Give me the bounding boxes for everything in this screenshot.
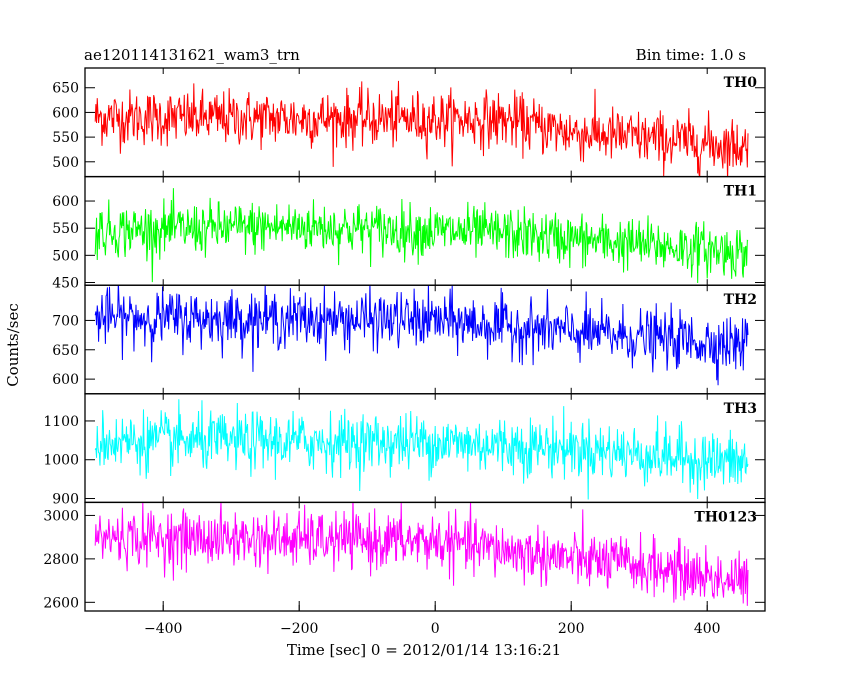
panel-frame [84,393,766,504]
panel-label: TH2 [724,292,757,308]
series-line-th1 [94,188,749,283]
x-axis-label: Time [sec] 0 = 2012/01/14 13:16:21 [287,641,561,659]
y-tick-label: 500 [52,155,79,171]
panel-th3: 900 1000 1100 TH3 [43,393,766,508]
x-axis: −400 −200 0 200 400 [144,601,721,637]
y-tick-label: 1000 [43,453,79,469]
y-tick-label: 600 [52,372,79,388]
chart-title: ae120114131621_wam3_trn [84,46,300,64]
panel-th2: 600 650 700 TH2 [52,284,766,395]
panel-label: TH0123 [694,509,757,525]
series-line-th0 [94,80,749,177]
panel-th0123: 2600 2800 3000 TH0123 [43,501,766,612]
y-tick-label: 550 [52,221,79,237]
y-tick-label: 600 [52,105,79,121]
series-line-th3 [94,399,749,500]
panel-label: TH1 [724,184,757,200]
panel-frame [84,501,766,612]
x-tick-label: −400 [144,621,182,637]
series-line-th2 [94,285,749,386]
y-tick-label: 450 [52,275,79,291]
bin-time-label: Bin time: 1.0 s [636,46,746,64]
x-tick-label: 0 [431,621,440,637]
panel-label: TH0 [724,75,758,91]
y-tick-label: 650 [52,81,79,97]
panel-label: TH3 [724,401,757,417]
y-tick-label: 2800 [43,552,79,568]
x-tick-label: −200 [280,621,318,637]
y-tick-label: 3000 [43,508,79,524]
panels-group: 500 550 600 650 TH0 450 500 550 600 TH1 600 650 700 T… [43,67,766,612]
y-tick-label: 1100 [43,414,79,430]
y-tick-label: 550 [52,130,79,146]
x-tick-label: 200 [558,621,585,637]
y-tick-label: 600 [52,194,79,210]
y-tick-label: 650 [52,343,79,359]
y-axis-label: Counts/sec [4,303,22,387]
panel-th0: 500 550 600 650 TH0 [52,67,766,178]
series-line-th0123 [94,502,749,606]
y-tick-label: 2600 [43,595,79,611]
x-tick-label: 400 [694,621,721,637]
y-tick-label: 900 [52,492,79,508]
y-tick-label: 500 [52,248,79,264]
panel-th1: 450 500 550 600 TH1 [52,175,766,291]
y-tick-label: 700 [52,313,79,329]
